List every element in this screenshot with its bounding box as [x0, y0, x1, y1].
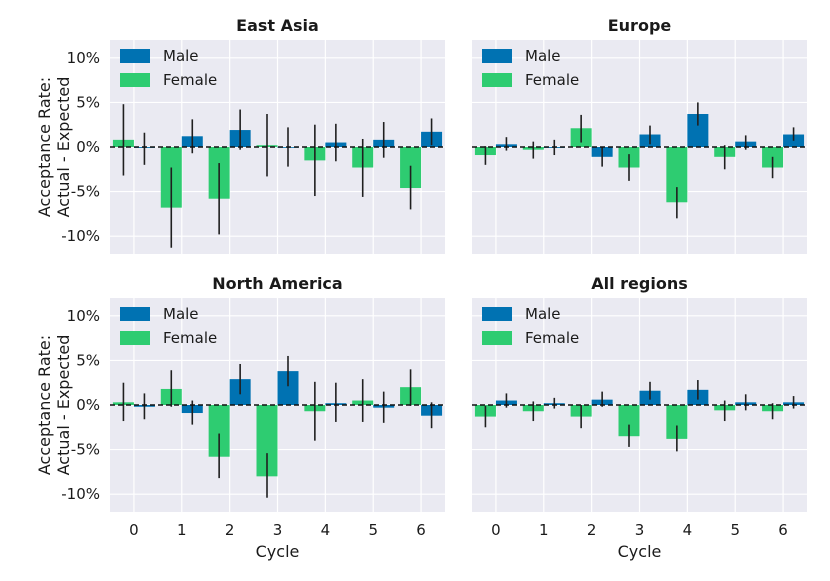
panel-title: East Asia: [236, 16, 319, 35]
bar-female-cycle-3: [256, 405, 278, 477]
bar-female-cycle-2: [208, 405, 230, 457]
panel-1: Europe Male Female: [472, 16, 807, 254]
y-tick-label: -5%: [71, 183, 100, 201]
legend-label-male: Male: [163, 47, 199, 65]
y-tick-label: 0%: [76, 396, 100, 414]
y-axis-label-line: Acceptance Rate:: [35, 335, 54, 475]
legend-swatch-male: [482, 49, 512, 63]
legend-label-male: Male: [525, 305, 561, 323]
y-tick-label: 0%: [76, 138, 100, 156]
legend-swatch-female: [120, 73, 150, 87]
y-axis-label: Acceptance Rate:Actual - Expected: [35, 77, 73, 218]
legend-swatch-male: [120, 307, 150, 321]
legend-swatch-female: [120, 331, 150, 345]
legend-label-female: Female: [525, 71, 579, 89]
panel-2: North America 10% 5% 0% -5% -10% Acceptance Ra…: [35, 274, 445, 561]
panel-3: All regions 0 1 2 3 4 5 6 Cycle Male Female: [472, 274, 807, 561]
bar-male-cycle-3: [277, 371, 299, 405]
legend-swatch-female: [482, 73, 512, 87]
x-tick-label: 3: [273, 521, 283, 539]
x-tick-label: 1: [177, 521, 187, 539]
panel-title: All regions: [591, 274, 688, 293]
y-tick-label: -10%: [61, 227, 100, 245]
legend-label-female: Female: [163, 329, 217, 347]
y-tick-label: 5%: [76, 93, 100, 111]
y-axis-label-line: Acceptance Rate:: [35, 77, 54, 217]
legend-label-male: Male: [163, 305, 199, 323]
y-tick-label: 10%: [67, 49, 100, 67]
y-axis-label-line: Actual - Expected: [54, 335, 73, 476]
x-tick-label: 5: [730, 521, 740, 539]
y-tick-label: 10%: [67, 307, 100, 325]
x-tick-label: 4: [683, 521, 693, 539]
legend-label-male: Male: [525, 47, 561, 65]
panel-title: North America: [212, 274, 342, 293]
legend-swatch-male: [120, 49, 150, 63]
bar-female-cycle-4: [666, 405, 688, 439]
x-axis-label: Cycle: [618, 542, 662, 561]
x-tick-label: 2: [225, 521, 235, 539]
legend-label-female: Female: [163, 71, 217, 89]
x-tick-label: 1: [539, 521, 549, 539]
panel-0: East Asia 10% 5% 0% -5% -10% Acceptance Rate:A…: [35, 16, 445, 254]
x-tick-label: 0: [129, 521, 139, 539]
x-tick-label: 2: [587, 521, 597, 539]
panel-title: Europe: [608, 16, 672, 35]
y-tick-label: 5%: [76, 351, 100, 369]
bar-female-cycle-4: [666, 147, 688, 203]
legend-label-female: Female: [525, 329, 579, 347]
bar-male-cycle-4: [687, 114, 709, 147]
legend-swatch-female: [482, 331, 512, 345]
x-axis-label: Cycle: [256, 542, 300, 561]
bar-female-cycle-3: [618, 405, 640, 437]
x-tick-label: 0: [491, 521, 501, 539]
x-tick-label: 3: [635, 521, 645, 539]
y-tick-label: -10%: [61, 485, 100, 503]
x-tick-label: 6: [416, 521, 426, 539]
y-axis-label: Acceptance Rate:Actual - Expected: [35, 335, 73, 476]
x-tick-label: 4: [321, 521, 331, 539]
y-tick-label: -5%: [71, 441, 100, 459]
x-tick-label: 6: [778, 521, 788, 539]
legend-swatch-male: [482, 307, 512, 321]
y-axis-label-line: Actual - Expected: [54, 77, 73, 218]
x-tick-label: 5: [368, 521, 378, 539]
